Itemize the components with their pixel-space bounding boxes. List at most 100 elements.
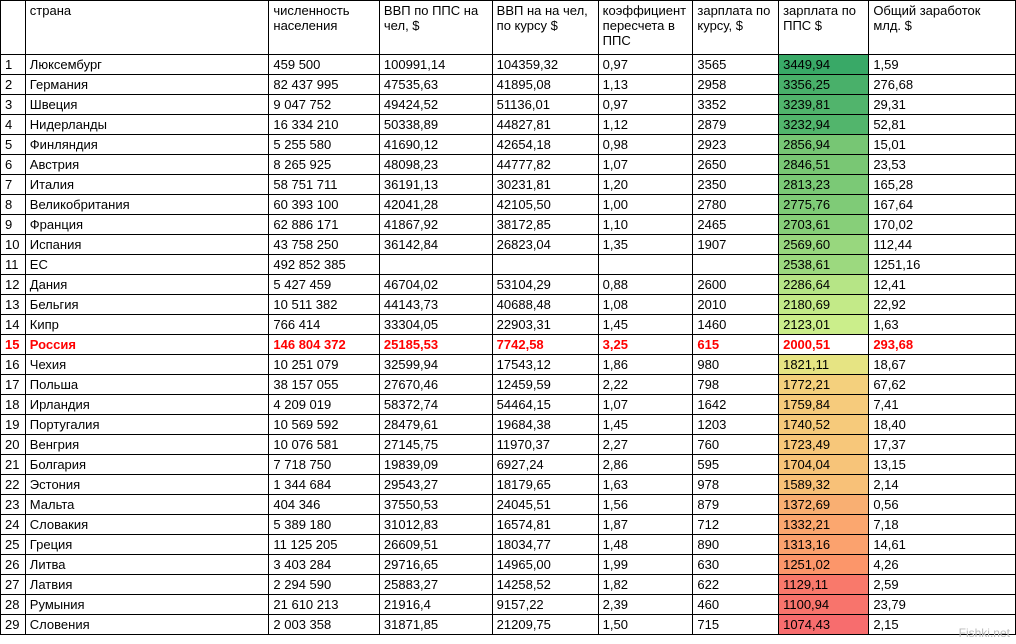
cell-idx: 7: [1, 175, 26, 195]
cell-country: Словакия: [25, 515, 269, 535]
table-row: 20Венгрия10 076 58127145,7511970,372,277…: [1, 435, 1016, 455]
cell-gdp-ppp: 46704,02: [379, 275, 492, 295]
cell-salary-ppp: 2703,61: [779, 215, 869, 235]
cell-salary-ppp: 1074,43: [779, 615, 869, 635]
table-row: 26Литва3 403 28429716,6514965,001,996301…: [1, 555, 1016, 575]
table-row: 19Португалия10 569 59228479,6119684,381,…: [1, 415, 1016, 435]
cell-coefficient: 1,07: [598, 155, 693, 175]
cell-gdp-exchange: 41895,08: [492, 75, 598, 95]
cell-population: 38 157 055: [269, 375, 380, 395]
cell-salary-exchange: 980: [693, 355, 779, 375]
cell-gdp-exchange: 14965,00: [492, 555, 598, 575]
cell-population: 146 804 372: [269, 335, 380, 355]
cell-salary-exchange: [693, 255, 779, 275]
cell-country: Россия: [25, 335, 269, 355]
cell-gdp-exchange: 42105,50: [492, 195, 598, 215]
cell-total-earnings: 170,02: [869, 215, 1016, 235]
cell-population: 404 346: [269, 495, 380, 515]
cell-salary-ppp: 2123,01: [779, 315, 869, 335]
cell-salary-ppp: 3232,94: [779, 115, 869, 135]
cell-population: 2 003 358: [269, 615, 380, 635]
cell-idx: 20: [1, 435, 26, 455]
table-row: 21Болгария7 718 75019839,096927,242,8659…: [1, 455, 1016, 475]
cell-salary-exchange: 595: [693, 455, 779, 475]
cell-gdp-exchange: 14258,52: [492, 575, 598, 595]
cell-country: Венгрия: [25, 435, 269, 455]
cell-coefficient: 1,10: [598, 215, 693, 235]
cell-total-earnings: 67,62: [869, 375, 1016, 395]
cell-gdp-ppp: 33304,05: [379, 315, 492, 335]
cell-salary-exchange: 3565: [693, 55, 779, 75]
cell-country: Нидерланды: [25, 115, 269, 135]
table-row: 15Россия146 804 37225185,537742,583,2561…: [1, 335, 1016, 355]
cell-country: Ирландия: [25, 395, 269, 415]
table-row: 1Люксембург459 500100991,14104359,320,97…: [1, 55, 1016, 75]
table-row: 6Австрия8 265 92548098,2344777,821,07265…: [1, 155, 1016, 175]
cell-idx: 29: [1, 615, 26, 635]
cell-population: 2 294 590: [269, 575, 380, 595]
cell-country: Италия: [25, 175, 269, 195]
cell-population: 58 751 711: [269, 175, 380, 195]
cell-total-earnings: 52,81: [869, 115, 1016, 135]
cell-salary-ppp: 2775,76: [779, 195, 869, 215]
cell-gdp-exchange: 54464,15: [492, 395, 598, 415]
cell-gdp-exchange: 53104,29: [492, 275, 598, 295]
cell-total-earnings: 167,64: [869, 195, 1016, 215]
cell-gdp-ppp: 42041,28: [379, 195, 492, 215]
cell-gdp-exchange: 6927,24: [492, 455, 598, 475]
cell-gdp-ppp: 36142,84: [379, 235, 492, 255]
cell-gdp-ppp: 26609,51: [379, 535, 492, 555]
cell-coefficient: 2,39: [598, 595, 693, 615]
cell-population: 4 209 019: [269, 395, 380, 415]
cell-country: Румыния: [25, 595, 269, 615]
cell-idx: 24: [1, 515, 26, 535]
table-row: 18Ирландия4 209 01958372,7454464,151,071…: [1, 395, 1016, 415]
cell-population: 60 393 100: [269, 195, 380, 215]
cell-salary-exchange: 615: [693, 335, 779, 355]
cell-salary-exchange: 2350: [693, 175, 779, 195]
table-row: 13Бельгия10 511 38244143,7340688,481,082…: [1, 295, 1016, 315]
cell-salary-exchange: 890: [693, 535, 779, 555]
cell-total-earnings: 14,61: [869, 535, 1016, 555]
table-row: 17Польша38 157 05527670,4612459,592,2279…: [1, 375, 1016, 395]
cell-population: 62 886 171: [269, 215, 380, 235]
cell-gdp-ppp: 27670,46: [379, 375, 492, 395]
cell-idx: 12: [1, 275, 26, 295]
cell-country: Португалия: [25, 415, 269, 435]
cell-coefficient: 1,00: [598, 195, 693, 215]
cell-country: Мальта: [25, 495, 269, 515]
cell-total-earnings: 293,68: [869, 335, 1016, 355]
cell-gdp-exchange: [492, 255, 598, 275]
cell-country: Испания: [25, 235, 269, 255]
header-gdp-ppp: ВВП по ППС на чел, $: [379, 1, 492, 55]
cell-population: 10 569 592: [269, 415, 380, 435]
cell-idx: 3: [1, 95, 26, 115]
cell-gdp-exchange: 44827,81: [492, 115, 598, 135]
cell-total-earnings: 1,63: [869, 315, 1016, 335]
cell-gdp-exchange: 12459,59: [492, 375, 598, 395]
cell-population: 766 414: [269, 315, 380, 335]
cell-gdp-ppp: 36191,13: [379, 175, 492, 195]
cell-population: 459 500: [269, 55, 380, 75]
cell-salary-exchange: 1642: [693, 395, 779, 415]
cell-population: 8 265 925: [269, 155, 380, 175]
cell-gdp-exchange: 9157,22: [492, 595, 598, 615]
cell-idx: 4: [1, 115, 26, 135]
cell-salary-ppp: 1759,84: [779, 395, 869, 415]
cell-country: Германия: [25, 75, 269, 95]
cell-gdp-exchange: 16574,81: [492, 515, 598, 535]
cell-total-earnings: 13,15: [869, 455, 1016, 475]
cell-coefficient: 2,27: [598, 435, 693, 455]
cell-total-earnings: 17,37: [869, 435, 1016, 455]
cell-coefficient: 1,87: [598, 515, 693, 535]
cell-gdp-ppp: 27145,75: [379, 435, 492, 455]
cell-idx: 19: [1, 415, 26, 435]
table-row: 7Италия58 751 71136191,1330231,811,20235…: [1, 175, 1016, 195]
cell-coefficient: 1,86: [598, 355, 693, 375]
table-row: 29Словения2 003 35831871,8521209,751,507…: [1, 615, 1016, 635]
cell-coefficient: 1,45: [598, 315, 693, 335]
cell-gdp-exchange: 22903,31: [492, 315, 598, 335]
cell-gdp-ppp: 29716,65: [379, 555, 492, 575]
cell-country: ЕС: [25, 255, 269, 275]
cell-salary-ppp: 1313,16: [779, 535, 869, 555]
